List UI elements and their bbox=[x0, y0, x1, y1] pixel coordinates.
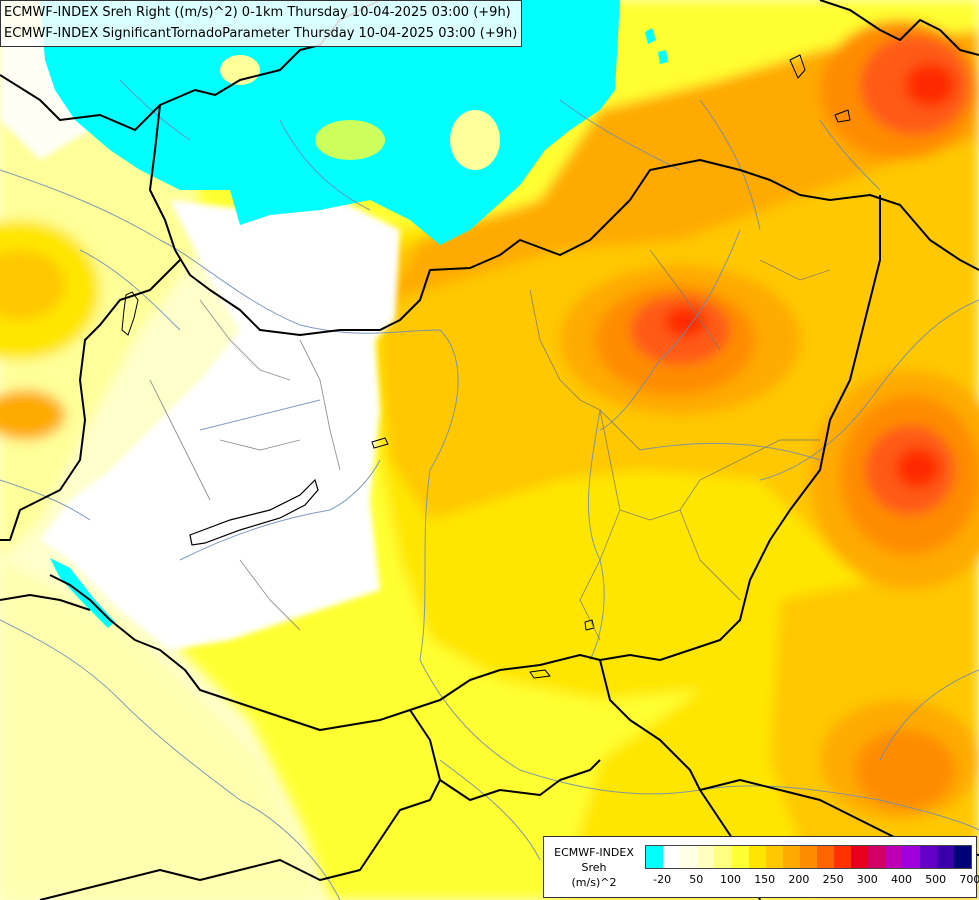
legend-tick-label: 700 bbox=[959, 873, 979, 886]
border-south-b bbox=[439, 759, 601, 801]
lake-small bbox=[371, 437, 389, 449]
field-dark-orange-se bbox=[855, 730, 955, 810]
border-se-small bbox=[529, 669, 551, 679]
legend-swatch bbox=[714, 846, 732, 868]
field-cyan-hole-2 bbox=[315, 120, 385, 160]
legend-model: ECMWF-INDEX bbox=[554, 846, 634, 859]
field-cyan-spot-1 bbox=[645, 28, 656, 44]
legend-swatch bbox=[919, 846, 937, 868]
legend-swatch bbox=[731, 846, 749, 868]
legend-tick-label: 50 bbox=[689, 873, 704, 886]
legend-swatch bbox=[782, 846, 800, 868]
field-light-yellow-sw bbox=[0, 560, 320, 900]
legend-swatch bbox=[697, 846, 715, 868]
legend-swatches bbox=[645, 845, 972, 869]
legend-swatch bbox=[834, 846, 852, 868]
legend-swatch bbox=[953, 846, 971, 868]
legend-unit: (m/s)^2 bbox=[571, 876, 617, 889]
legend-tick-label: 300 bbox=[856, 873, 878, 886]
legend-tick-label: 100 bbox=[720, 873, 741, 886]
legend-tick-label: -20 bbox=[653, 873, 672, 886]
legend-swatch bbox=[748, 846, 766, 868]
legend-tick-label: 250 bbox=[822, 873, 844, 886]
region-borders bbox=[149, 249, 831, 641]
field-cyan-north bbox=[40, 0, 620, 245]
border-north-b bbox=[149, 104, 979, 336]
border-island-2 bbox=[834, 109, 851, 123]
legend-tick-label: 150 bbox=[754, 873, 776, 886]
border-island-1 bbox=[789, 54, 806, 79]
map-title-sreh: ECMWF-INDEX Sreh Right ((m/s)^2) 0-1km T… bbox=[4, 5, 511, 20]
field-orange-west-blob bbox=[0, 250, 65, 320]
rivers bbox=[0, 79, 979, 900]
map-title-box: ECMWF-INDEX Sreh Right ((m/s)^2) 0-1km T… bbox=[0, 0, 523, 47]
legend-swatch bbox=[680, 846, 698, 868]
border-west bbox=[0, 259, 181, 541]
color-legend: ECMWF-INDEX Sreh (m/s)^2 -20 50 100 150 200 2… bbox=[543, 836, 979, 898]
legend-swatch bbox=[799, 846, 817, 868]
legend-swatch bbox=[816, 846, 835, 868]
legend-swatch bbox=[765, 846, 783, 868]
legend-tick-label: 200 bbox=[788, 873, 810, 886]
legend-swatch bbox=[851, 846, 869, 868]
field-cyan-hole bbox=[450, 110, 500, 170]
field-red-central bbox=[665, 307, 705, 337]
legend-ticks: -20 50 100 150 200 250 300 400 500 700 bbox=[645, 873, 979, 889]
lake-balaton bbox=[189, 478, 319, 546]
legend-tick-label: 500 bbox=[925, 873, 947, 886]
legend-swatch bbox=[663, 846, 681, 868]
legend-swatch bbox=[936, 846, 954, 868]
map-title-stp: ECMWF-INDEX SignificantTornadoParameter … bbox=[4, 26, 518, 41]
border-south bbox=[39, 709, 441, 900]
field-red-east bbox=[896, 448, 940, 488]
field-cyan-spot-2 bbox=[658, 50, 668, 64]
lake-small-2 bbox=[121, 291, 139, 336]
legend-labels: ECMWF-INDEX Sreh (m/s)^2 bbox=[548, 845, 640, 890]
border-sw bbox=[0, 594, 91, 611]
legend-swatch bbox=[885, 846, 903, 868]
field-red-ne bbox=[905, 63, 955, 107]
legend-swatch bbox=[646, 846, 664, 868]
field-cyan-strip bbox=[50, 558, 115, 628]
legend-swatch bbox=[868, 846, 886, 868]
legend-tick-label: 400 bbox=[891, 873, 912, 886]
border-east bbox=[49, 195, 881, 731]
legend-param: Sreh bbox=[581, 861, 607, 874]
border-ne bbox=[819, 0, 979, 56]
field-orange-west-spot bbox=[0, 390, 65, 440]
legend-swatch bbox=[902, 846, 920, 868]
field-cyan-layers bbox=[40, 0, 668, 628]
